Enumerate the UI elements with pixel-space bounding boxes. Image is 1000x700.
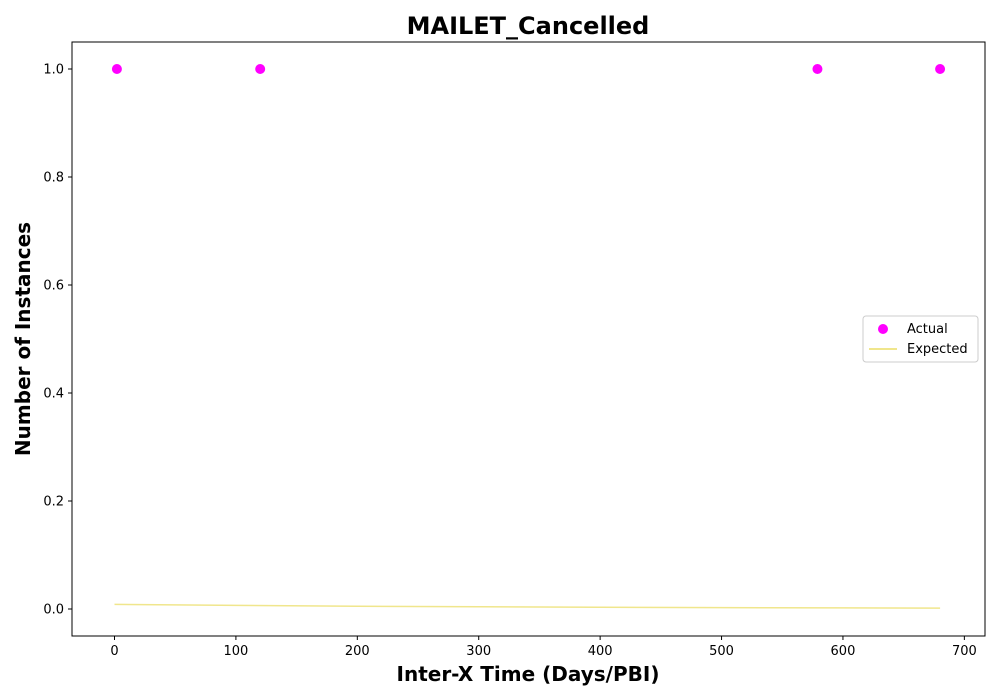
y-tick-label: 0.2: [43, 495, 64, 510]
legend-label-expected: Expected: [907, 342, 968, 357]
actual-point: [111, 64, 122, 74]
x-tick-label: 300: [466, 644, 491, 659]
x-tick-label: 600: [831, 644, 856, 659]
chart-title: MAILET_Cancelled: [407, 12, 650, 40]
series-layer: [111, 64, 946, 609]
y-tick-label: 1.0: [43, 63, 64, 78]
x-tick-label: 0: [110, 644, 118, 659]
actual-point: [812, 64, 823, 74]
plot-background: [72, 42, 985, 636]
x-axis: 0 100 200 300 400 500 600 700: [110, 636, 977, 659]
x-tick-label: 400: [588, 644, 613, 659]
y-tick-label: 0.0: [43, 603, 64, 618]
y-axis-title: Number of Instances: [11, 222, 35, 456]
actual-point: [935, 64, 946, 74]
legend-label-actual: Actual: [907, 322, 948, 337]
y-axis: 0.0 0.2 0.4 0.6 0.8 1.0: [43, 63, 72, 618]
legend-marker-actual: [878, 324, 888, 334]
y-tick-label: 0.8: [43, 171, 64, 186]
actual-point: [255, 64, 266, 74]
legend-box: [862, 315, 979, 363]
plot-frame: [71, 41, 986, 637]
y-tick-label: 0.6: [43, 279, 64, 294]
legend: Actual Expected: [862, 315, 979, 363]
expected-line: [114, 603, 941, 609]
plot-area: [72, 42, 985, 636]
y-tick-label: 0.4: [43, 387, 64, 402]
x-axis-title: Inter-X Time (Days/PBI): [397, 662, 660, 686]
x-tick-label: 700: [952, 644, 977, 659]
x-tick-label: 100: [223, 644, 248, 659]
x-tick-label: 500: [709, 644, 734, 659]
x-tick-label: 200: [345, 644, 370, 659]
